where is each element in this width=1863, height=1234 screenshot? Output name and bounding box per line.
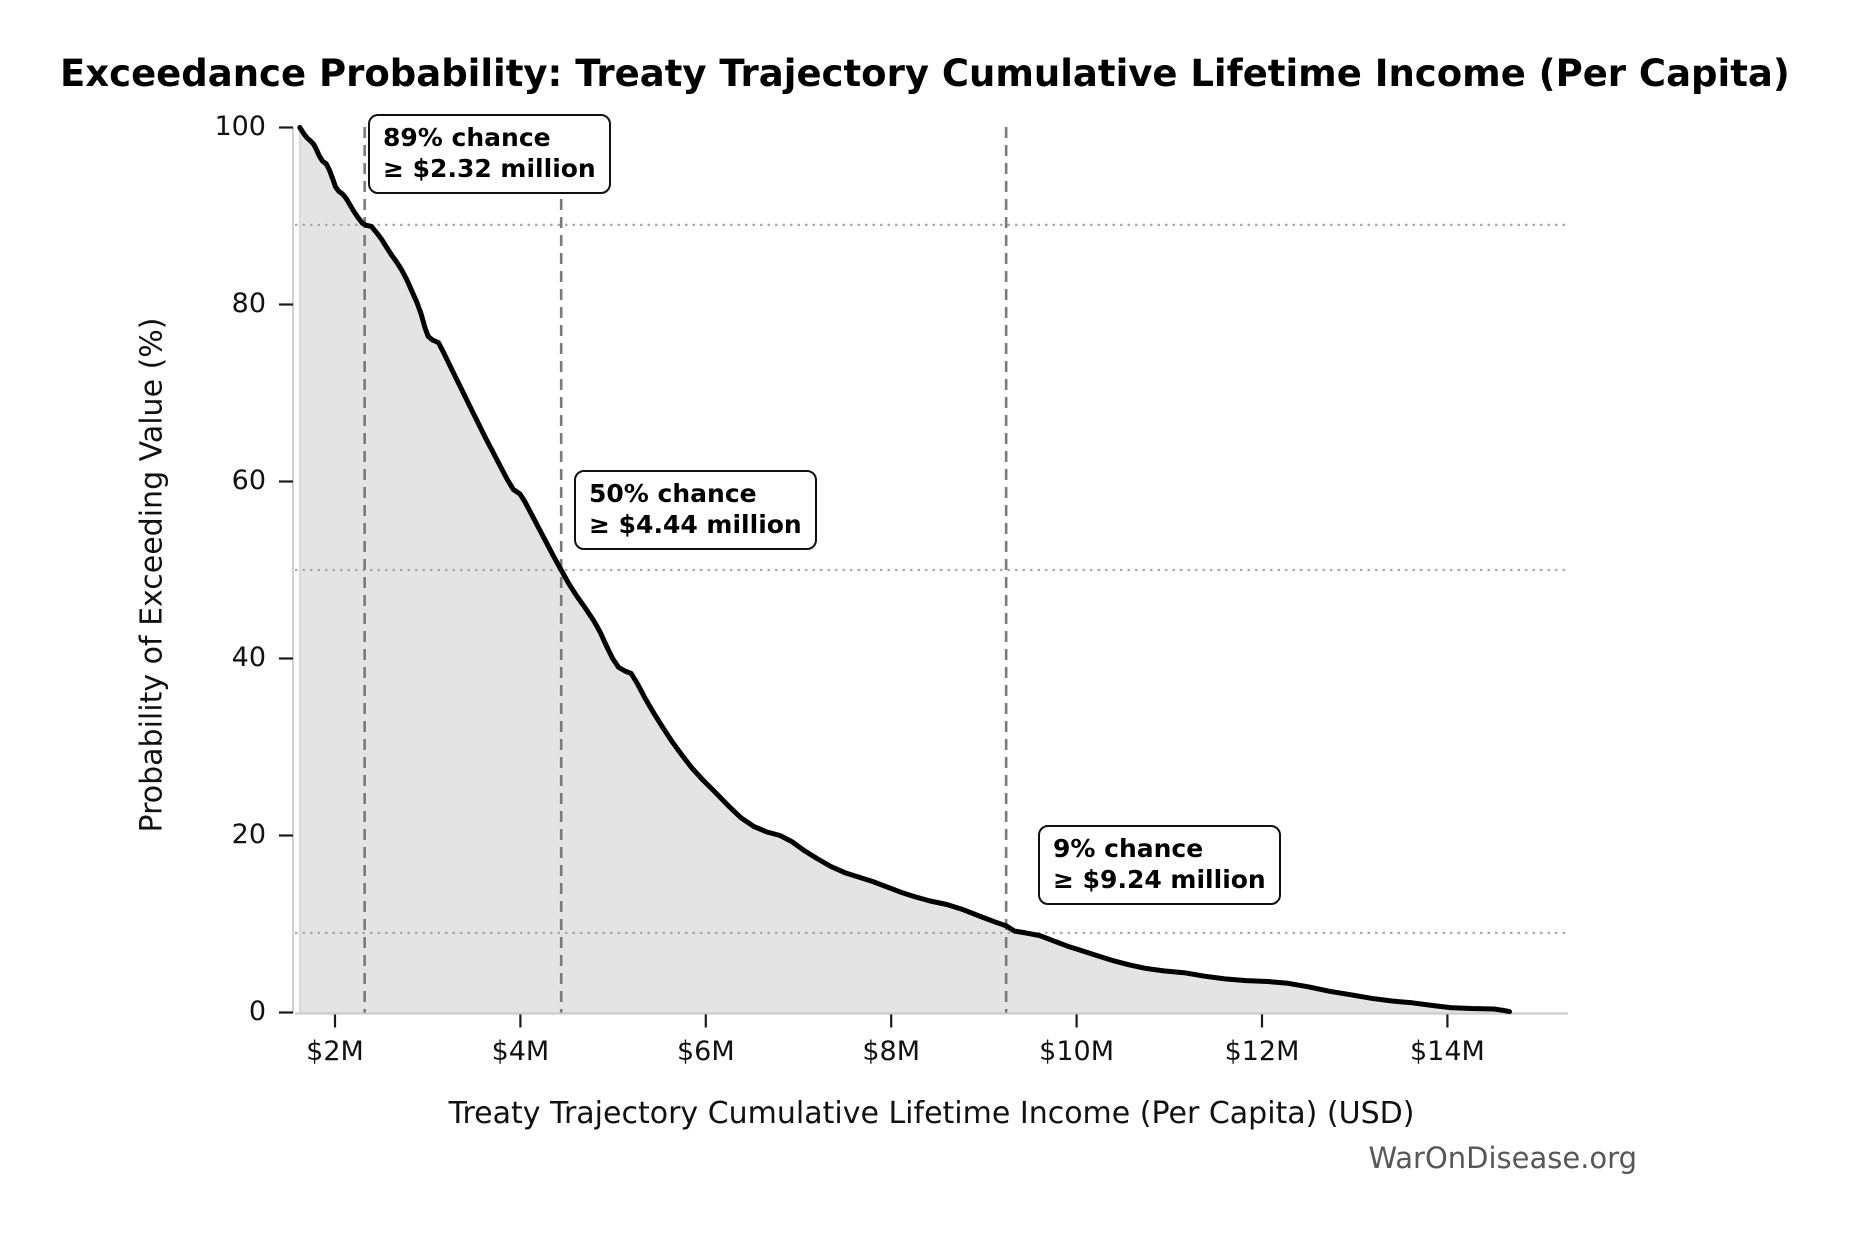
x-tick-label: $6M <box>676 1036 735 1067</box>
annotation-box: 50% chance ≥ $4.44 million <box>574 470 817 550</box>
x-axis-label: Treaty Trajectory Cumulative Lifetime In… <box>448 1096 1415 1131</box>
watermark: WarOnDisease.org <box>1368 1141 1637 1175</box>
x-tick-label: $4M <box>491 1036 550 1067</box>
x-tick-label: $12M <box>1224 1036 1300 1067</box>
x-tick-label: $8M <box>862 1036 921 1067</box>
annotation-value-line: ≥ $2.32 million <box>383 154 596 183</box>
exceedance-curve <box>297 125 1512 1015</box>
y-tick-label: 40 <box>231 641 266 673</box>
y-tick-label: 60 <box>231 464 266 496</box>
annotation-box: 9% chance ≥ $9.24 million <box>1038 825 1281 905</box>
curve-fill-area <box>299 127 1510 1013</box>
y-tick-label: 20 <box>231 818 266 850</box>
y-axis-label: Probability of Exceeding Value (%) <box>134 317 170 833</box>
y-tick-label: 0 <box>248 995 266 1027</box>
x-tick-label: $14M <box>1409 1036 1485 1067</box>
y-tick-label: 80 <box>231 287 266 319</box>
annotation-chance-line: 50% chance <box>589 479 757 508</box>
annotation-box: 89% chance ≥ $2.32 million <box>368 114 611 194</box>
y-tick-label: 100 <box>214 110 266 142</box>
x-tick-label: $2M <box>306 1036 364 1067</box>
annotation-chance-line: 89% chance <box>383 123 551 152</box>
x-tick-label: $10M <box>1039 1036 1115 1067</box>
annotation-value-line: ≥ $9.24 million <box>1053 865 1266 894</box>
annotation-chance-line: 9% chance <box>1053 834 1204 863</box>
chart-title: Exceedance Probability: Treaty Trajector… <box>60 52 1790 95</box>
annotation-value-line: ≥ $4.44 million <box>589 510 802 539</box>
